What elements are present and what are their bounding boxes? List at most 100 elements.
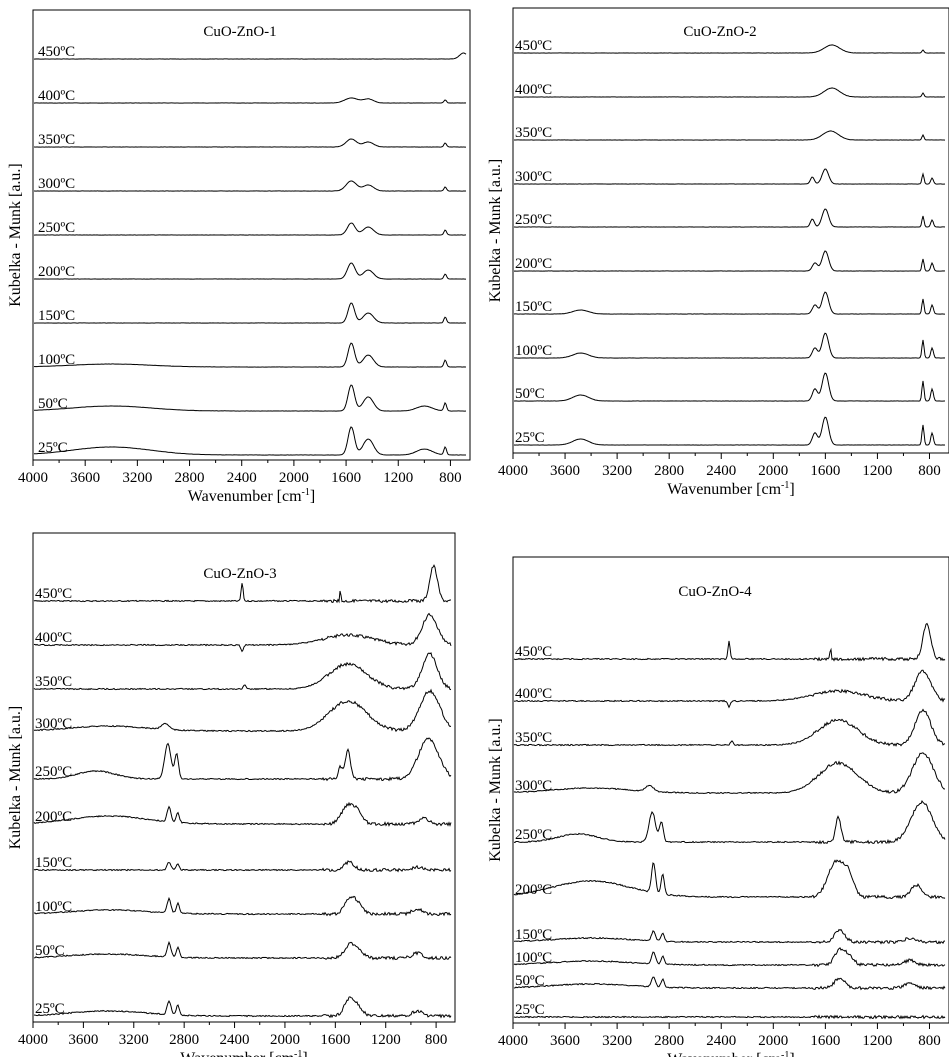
series-line [513,332,946,359]
series-label: 100ºC [35,899,72,915]
series-line [514,130,946,141]
x-tick-label: 1200 [862,463,892,479]
series-line [513,1014,946,1020]
chart-panel-3: CuO-ZnO-3 4000 3600 3200 2800 2400 2000 1600 120… [7,532,456,1057]
x-tick-label: 3600 [550,1033,580,1049]
plot-frame [32,9,471,461]
series-line [33,564,451,604]
chart-panel-4: CuO-ZnO-4 4000 3600 3200 2800 2400 2000 1600 120… [487,556,949,1057]
series-line [513,947,946,968]
series-label: 300ºC [515,778,552,794]
series-label: 400ºC [38,88,75,104]
x-tick-label: 2000 [279,470,309,486]
series-label: 100ºC [38,352,75,368]
x-tick-label: 2000 [758,463,788,479]
y-axis-label: Kubelka - Munk [a.u.] [487,718,504,862]
y-axis-label: Kubelka - Munk [a.u.] [7,706,24,850]
series-line [33,996,452,1019]
series-line [513,976,946,991]
series-line [33,895,452,917]
series-label: 250ºC [35,764,72,780]
series-label: 400ºC [35,630,72,646]
series-line [34,302,467,324]
series-line [513,622,946,662]
series-line [514,372,945,402]
x-tick-label: 2400 [220,1032,250,1048]
x-tick-label: 4000 [18,470,48,486]
series-label: 350ºC [35,674,72,690]
plot-frame [512,7,949,454]
series-label: 50ºC [35,943,65,959]
series-line [33,652,452,691]
x-tick-label: 2800 [654,1033,684,1049]
x-axis-label: Wavenumber [cm-1] [188,487,315,505]
series-label: 450ºC [38,44,75,60]
x-tick-label: 3200 [602,463,632,479]
series-label: 25ºC [35,1001,65,1017]
series-label: 50ºC [38,396,68,412]
series-label: 150ºC [35,855,72,871]
series-line [33,342,466,368]
x-tick-label: 3600 [70,470,100,486]
series-line [33,801,452,827]
x-tick-label: 2800 [654,463,684,479]
x-tick-label: 4000 [498,1033,528,1049]
series-label: 200ºC [515,256,552,272]
series-line [34,426,466,456]
x-tick-label: 3600 [550,463,580,479]
series-line [513,44,946,54]
series-line [514,87,945,98]
x-tick-label: 3200 [122,470,152,486]
x-tick-label: 2400 [706,1033,736,1049]
chart-panel-2: CuO-ZnO-2 4000 3600 3200 2800 2400 2000 1600 120… [487,7,949,498]
x-tick-label: 3200 [602,1033,632,1049]
series-label: 25ºC [515,1002,545,1018]
series-line [34,180,467,192]
series-line [33,52,467,60]
series-label: 450ºC [35,586,72,602]
plot-frame [512,556,949,1024]
series-line [513,250,946,272]
series-label: 25ºC [38,440,68,456]
y-axis-label: Kubelka - Munk [a.u.] [7,163,24,307]
x-axis-label: Wavenumber [cm-1] [180,1049,307,1057]
x-tick-label: 3200 [119,1032,149,1048]
x-tick-label: 1600 [810,1033,840,1049]
series-line [33,940,452,961]
panel-title: CuO-ZnO-4 [678,584,752,600]
series-label: 350ºC [515,125,552,141]
series-label: 450ºC [515,644,552,660]
series-label: 450ºC [515,38,552,54]
x-tick-label: 1200 [371,1032,401,1048]
x-tick-label: 1200 [862,1033,892,1049]
series-line [33,860,452,873]
series-line [513,168,946,185]
series-label: 100ºC [515,343,552,359]
x-tick-label: 1200 [383,470,413,486]
x-tick-label: 4000 [498,463,528,479]
series-label: 400ºC [515,82,552,98]
series-label: 300ºC [515,169,552,185]
series-label: 250ºC [515,212,552,228]
x-tick-label: 2000 [758,1033,788,1049]
x-tick-label: 800 [918,463,941,479]
series-line [513,669,946,709]
x-tick-label: 3600 [68,1032,98,1048]
series-line [513,291,945,315]
x-tick-label: 2000 [270,1032,300,1048]
series-label: 200ºC [515,882,552,898]
series-label: 300ºC [35,716,72,732]
series-line [33,612,452,653]
series-label: 150ºC [515,927,552,943]
series-label: 150ºC [515,299,552,315]
series-line [513,752,946,795]
plot-frame [32,532,456,1023]
series-label: 250ºC [38,220,75,236]
panel-title: CuO-ZnO-2 [683,24,756,40]
series-line [33,222,467,236]
x-tick-label: 2800 [169,1032,199,1048]
series-line [34,138,466,148]
series-label: 50ºC [515,386,545,402]
series-label: 250ºC [515,827,552,843]
series-line [513,416,946,446]
